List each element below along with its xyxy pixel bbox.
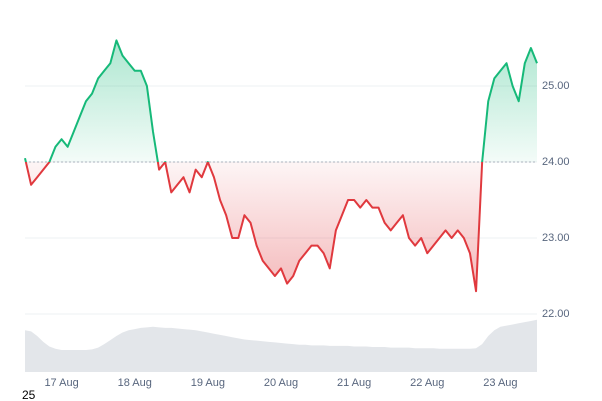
y-tick-label: 23.00: [542, 232, 570, 244]
x-tick-label: 18 Aug: [118, 377, 152, 389]
x-tick-label: 21 Aug: [337, 377, 371, 389]
corner-mark: 25: [22, 388, 36, 401]
price-line: [24, 39, 538, 293]
y-tick-label: 25.00: [542, 80, 570, 92]
volume-area: [25, 319, 537, 372]
x-tick-label: 23 Aug: [483, 377, 517, 389]
price-area: [25, 40, 537, 292]
y-tick-label: 24.00: [542, 156, 570, 168]
y-tick-label: 22.00: [542, 308, 570, 320]
x-tick-label: 20 Aug: [264, 377, 298, 389]
x-tick-label: 17 Aug: [44, 377, 78, 389]
x-tick-label: 22 Aug: [410, 377, 444, 389]
x-tick-label: 19 Aug: [191, 377, 225, 389]
